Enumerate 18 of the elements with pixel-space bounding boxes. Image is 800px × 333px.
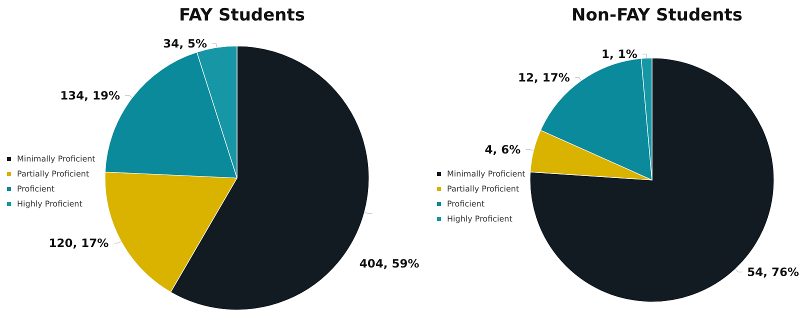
data-label: 4, 6% xyxy=(484,142,522,157)
data-label: 54, 76% xyxy=(747,265,800,280)
data-label: 34, 5% xyxy=(163,36,208,51)
chart-title: Non-FAY Students xyxy=(571,6,743,26)
data-label: 404, 59% xyxy=(359,256,420,270)
legend-label: Minimally Proficient xyxy=(17,154,96,164)
legend-label: Partially Proficient xyxy=(17,170,90,178)
data-label: 12, 17% xyxy=(518,70,570,84)
legend-label: Proficient xyxy=(447,200,484,208)
data-label: 120, 17% xyxy=(48,236,110,250)
legend-label: Partially Proficient xyxy=(447,184,520,194)
legend-label: Proficient xyxy=(17,184,54,194)
chart-title: FAY Students xyxy=(179,6,305,26)
legend-label: Highly Proficient xyxy=(447,214,512,224)
legend-label: Minimally Proficient xyxy=(447,170,526,178)
data-label: 134, 19% xyxy=(60,88,121,102)
data-label: 1, 1% xyxy=(602,47,638,62)
legend-label: Highly Proficient xyxy=(17,200,82,208)
